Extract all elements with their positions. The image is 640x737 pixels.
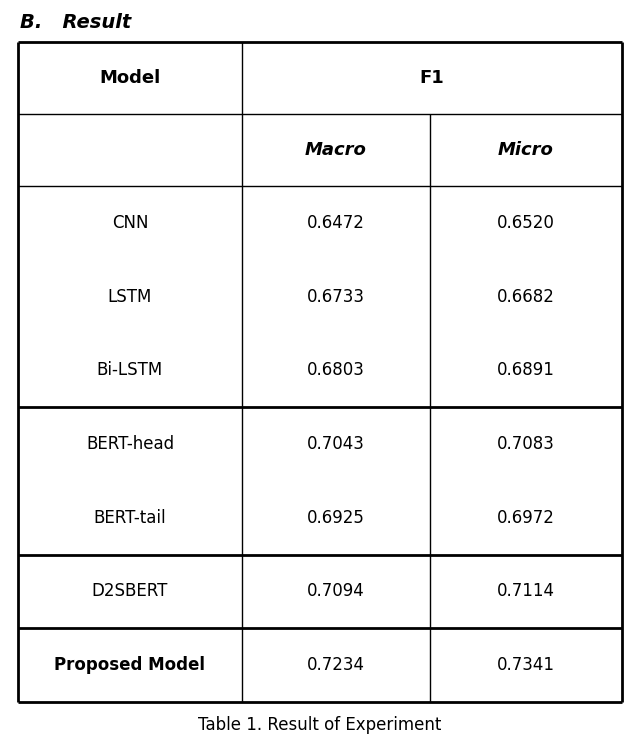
- Text: Micro: Micro: [498, 141, 554, 159]
- Text: 0.7341: 0.7341: [497, 656, 555, 674]
- Text: 0.6925: 0.6925: [307, 509, 365, 527]
- Text: Bi-LSTM: Bi-LSTM: [97, 361, 163, 380]
- Text: BERT-tail: BERT-tail: [93, 509, 166, 527]
- Text: 0.6972: 0.6972: [497, 509, 555, 527]
- Text: F1: F1: [420, 69, 444, 87]
- Text: B.   Result: B. Result: [20, 13, 131, 32]
- Text: 0.6891: 0.6891: [497, 361, 555, 380]
- Text: LSTM: LSTM: [108, 287, 152, 306]
- Text: 0.6803: 0.6803: [307, 361, 365, 380]
- Text: 0.7043: 0.7043: [307, 435, 365, 453]
- Text: Macro: Macro: [305, 141, 367, 159]
- Text: BERT-head: BERT-head: [86, 435, 174, 453]
- Text: Proposed Model: Proposed Model: [54, 656, 205, 674]
- Text: 0.7234: 0.7234: [307, 656, 365, 674]
- Text: D2SBERT: D2SBERT: [92, 582, 168, 601]
- Text: 0.7094: 0.7094: [307, 582, 365, 601]
- Text: Table 1. Result of Experiment: Table 1. Result of Experiment: [198, 716, 442, 734]
- Text: CNN: CNN: [112, 214, 148, 232]
- Text: 0.7083: 0.7083: [497, 435, 555, 453]
- Text: 0.6472: 0.6472: [307, 214, 365, 232]
- Text: 0.6520: 0.6520: [497, 214, 555, 232]
- Text: 0.6733: 0.6733: [307, 287, 365, 306]
- Text: Model: Model: [99, 69, 161, 87]
- Text: 0.6682: 0.6682: [497, 287, 555, 306]
- Text: 0.7114: 0.7114: [497, 582, 555, 601]
